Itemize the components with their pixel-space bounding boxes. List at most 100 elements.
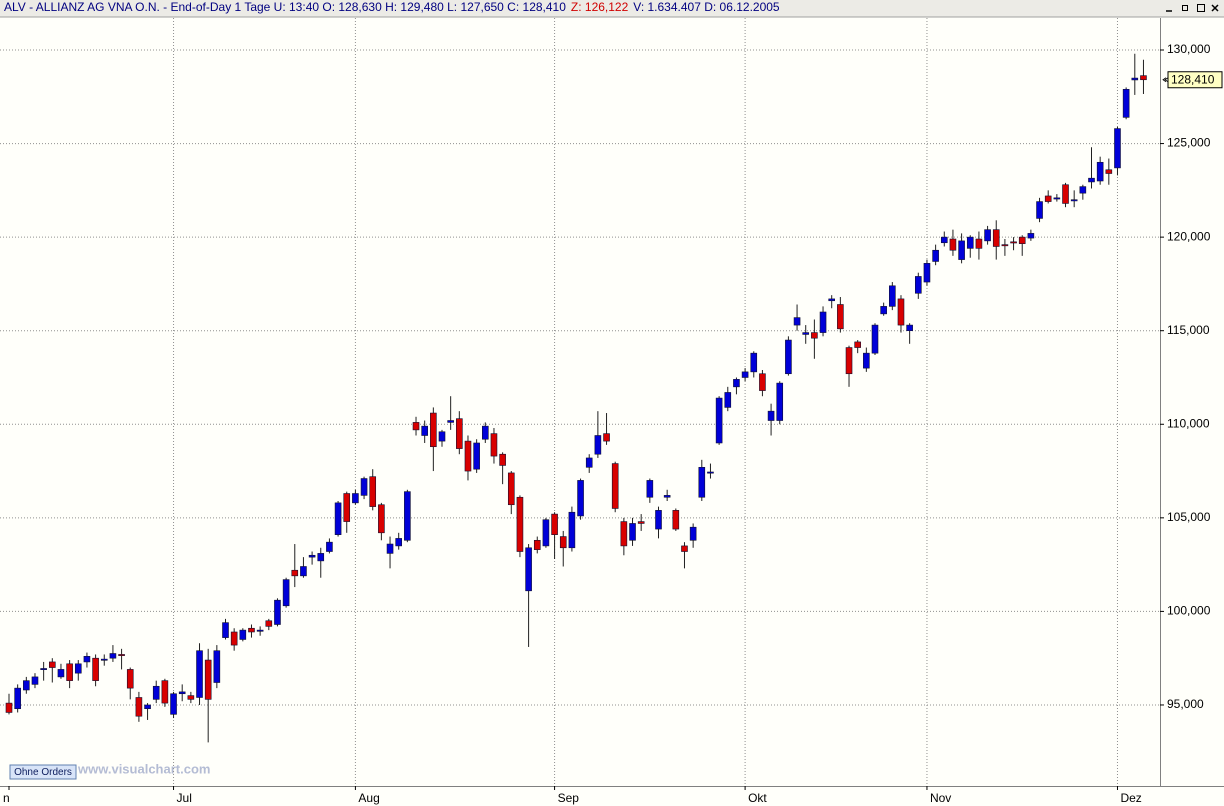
candle-body [707,471,714,474]
candle-body [282,579,290,607]
candle-body [923,263,931,283]
candle-body [144,704,151,710]
restore-icon [1182,5,1188,11]
y-tick-label: 130,000 [1167,42,1211,56]
candle-body [187,695,195,700]
candle-body [577,480,584,517]
candle-body [1140,75,1147,81]
candle-body [655,510,662,530]
candle-body [1122,88,1130,118]
candle-body [196,650,203,698]
candle-body [828,298,836,302]
candle-body [1105,169,1113,174]
candle-body [126,669,134,689]
restore-button[interactable] [1180,3,1190,13]
candle-body [178,691,186,695]
x-tick-label: Aug [358,791,379,805]
candle-body [854,341,861,348]
candle-body [715,397,723,444]
y-tick-label: 115,000 [1167,323,1210,337]
title-z: Z: 126,122 [571,0,629,14]
x-tick-label: Sep [558,791,580,805]
candle-body [603,433,610,442]
candle-body [741,371,749,378]
candle-body [637,521,645,524]
window-buttons[interactable] [1164,3,1220,13]
candle-body [724,392,732,408]
candle-body [958,240,965,260]
candle-body [559,536,567,549]
candle-body [932,249,939,262]
candle-body [109,653,117,659]
candle-body [386,543,394,554]
maximize-icon [1197,4,1205,12]
candle-body [274,599,281,625]
candle-body [291,569,299,577]
candle-body [871,324,879,354]
button-label[interactable]: Ohne Orders [14,767,72,778]
candle-body [863,352,870,369]
candle-body [1070,199,1078,202]
candle-body [57,669,65,678]
candle-body [499,453,506,466]
minimize-button[interactable] [1164,3,1174,13]
candle-body [438,431,446,442]
candle-body [300,566,307,577]
candle-body [750,352,758,373]
candle-body [204,659,212,700]
candle-body [135,697,143,717]
candle-body [889,285,896,307]
candle-body [222,622,229,638]
candle-body [152,685,160,700]
candle-body [66,663,73,681]
candle-body [83,656,91,663]
candle-body [845,347,853,375]
candle-body [326,541,333,552]
candle-body [14,687,21,710]
candle-body [620,521,628,547]
candle-body [447,420,454,423]
candle-body [369,476,377,507]
x-tick-label: Dez [1120,791,1141,805]
candle-body [940,236,948,244]
candle-body [1036,201,1043,219]
candle-body [975,238,983,249]
candle-body [456,418,463,449]
candle-body [1018,236,1026,244]
ohne-orders-button[interactable] [9,764,77,780]
last-price-label: 128,410 [1171,72,1215,86]
candle-body [663,495,671,498]
candle-body [507,472,515,506]
candle-body [360,478,368,496]
last-price-arrow [1162,77,1169,83]
candle-body [819,311,827,333]
x-tick-label: Nov [930,791,951,805]
candle-body [92,657,99,681]
candle-body [767,410,775,421]
candle-body [1114,128,1121,169]
candle-body [481,425,489,440]
candle-body [914,276,922,294]
candle-body [170,693,177,715]
candle-body [265,620,273,627]
candle-body [759,373,766,391]
maximize-button[interactable] [1196,3,1206,13]
candle-body [594,435,602,455]
candle-body [395,538,403,547]
header-bar [0,0,1224,17]
x-tick-label: n [3,791,10,805]
candle-body [629,523,636,541]
candle-body [1088,177,1095,183]
candle-body [1027,233,1035,239]
x-tick-label: Okt [748,791,767,805]
candle-body [421,425,428,436]
y-tick-label: 95,000 [1167,697,1204,711]
y-tick-label: 120,000 [1167,229,1211,243]
candle-body [542,519,550,547]
candle-body [404,491,411,541]
candle-body [1001,244,1009,247]
candle-body [733,379,740,388]
chart-title: ALV - ALLIANZ AG VNA O.N. - End-of-Day 1… [4,0,566,14]
candle-body [516,496,524,552]
candle-body [992,229,1000,247]
